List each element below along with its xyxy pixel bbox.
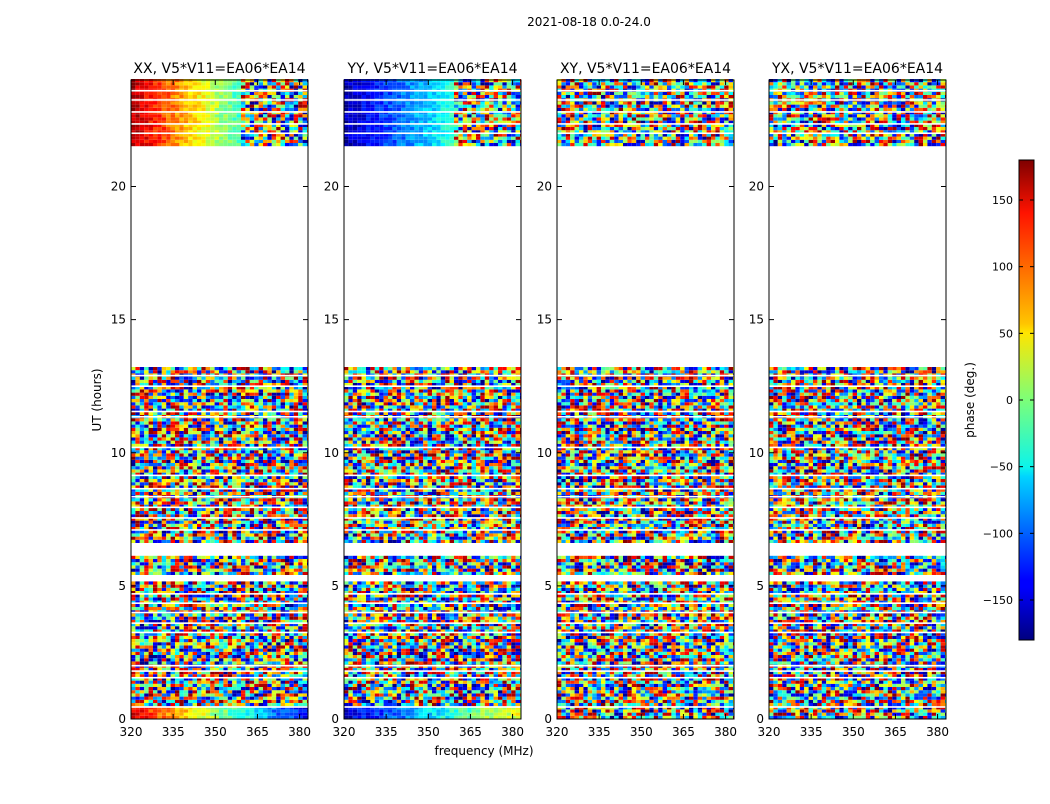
y-tick-label: 20 (537, 180, 552, 194)
y-tick-label: 10 (749, 446, 764, 460)
x-tick-label: 350 (204, 725, 227, 739)
y-tick-label: 5 (544, 579, 552, 593)
panel-title: XY, V5*V11=EA06*EA14 (560, 61, 731, 77)
x-tick-label: 380 (714, 725, 737, 739)
y-tick-label: 5 (118, 579, 126, 593)
y-tick-label: 5 (331, 579, 339, 593)
panel-yx: YX, V5*V11=EA06*EA14 320 335 350 365 380 0 5 10 1… (749, 61, 949, 739)
y-tick-label: 15 (324, 313, 339, 327)
colorbar-tick-label: 100 (992, 261, 1013, 274)
panel-title: YY, V5*V11=EA06*EA14 (346, 61, 517, 77)
x-tick-label: 380 (501, 725, 524, 739)
x-tick-label: 320 (546, 725, 569, 739)
x-tick-label: 350 (417, 725, 440, 739)
y-tick-label: 10 (324, 446, 339, 460)
x-tick-label: 365 (246, 725, 269, 739)
x-tick-label: 365 (884, 725, 907, 739)
x-tick-label: 380 (288, 725, 311, 739)
x-tick-label: 350 (630, 725, 653, 739)
y-tick-label: 0 (331, 712, 339, 726)
x-tick-label: 335 (800, 725, 823, 739)
panel-title: YX, V5*V11=EA06*EA14 (771, 61, 943, 77)
colorbar-tick-label: 150 (992, 194, 1013, 207)
x-tick-label: 365 (672, 725, 695, 739)
y-tick-label: 0 (118, 712, 126, 726)
colorbar-tick-label: 50 (999, 327, 1013, 340)
panel-yy: YY, V5*V11=EA06*EA14 320 335 350 365 380 0 5 10 1… (324, 61, 524, 739)
y-axis-label: UT (hours) (90, 368, 104, 431)
y-tick-label: 15 (111, 313, 126, 327)
colorbar-tick-label: −100 (983, 527, 1013, 540)
y-tick-label: 5 (756, 579, 764, 593)
x-tick-label: 335 (162, 725, 185, 739)
y-tick-label: 20 (749, 180, 764, 194)
x-tick-label: 320 (120, 725, 143, 739)
x-tick-label: 320 (758, 725, 781, 739)
y-tick-label: 0 (756, 712, 764, 726)
x-tick-label: 380 (926, 725, 949, 739)
x-tick-label: 320 (333, 725, 356, 739)
y-tick-label: 10 (111, 446, 126, 460)
y-tick-label: 15 (749, 313, 764, 327)
y-tick-label: 0 (544, 712, 552, 726)
x-tick-label: 335 (375, 725, 398, 739)
panel-xy: XY, V5*V11=EA06*EA14 320 335 350 365 380 0 5 10 1… (537, 61, 737, 739)
colorbar-tick-label: −50 (990, 461, 1013, 474)
y-tick-label: 15 (537, 313, 552, 327)
y-tick-label: 20 (111, 180, 126, 194)
x-axis-label: frequency (MHz) (434, 744, 533, 758)
panel-title: XX, V5*V11=EA06*EA14 (133, 61, 305, 77)
x-tick-label: 335 (588, 725, 611, 739)
colorbar: 150 100 50 0 −50 −100 −150 phase (deg.) (963, 160, 1034, 640)
y-tick-label: 10 (537, 446, 552, 460)
panel-xx: XX, V5*V11=EA06*EA14 320 335 350 365 380 0 5 10 1… (111, 61, 311, 739)
colorbar-label: phase (deg.) (963, 362, 977, 438)
y-tick-label: 20 (324, 180, 339, 194)
figure-suptitle: 2021-08-18 0.0-24.0 (527, 15, 651, 29)
x-tick-label: 365 (459, 725, 482, 739)
colorbar-tick-label: 0 (1006, 394, 1013, 407)
x-tick-label: 350 (842, 725, 865, 739)
colorbar-tick-label: −150 (983, 594, 1013, 607)
